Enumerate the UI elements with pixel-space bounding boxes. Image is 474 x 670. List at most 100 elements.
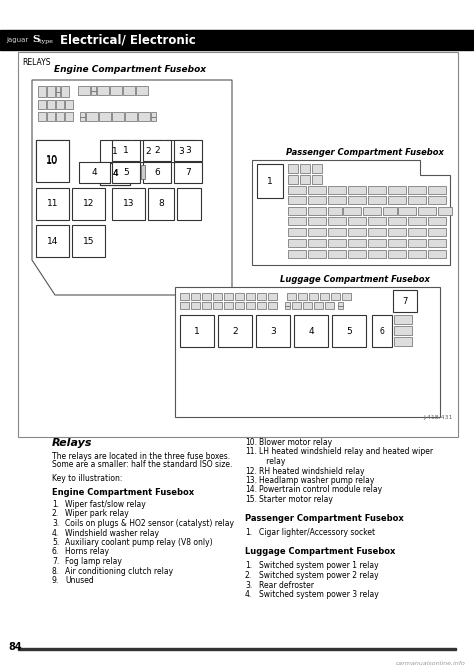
Bar (213, 293, 222, 300)
Bar (257, 302, 266, 309)
Text: Passenger Compartment Fusebox: Passenger Compartment Fusebox (245, 514, 404, 523)
Text: 7: 7 (402, 297, 408, 306)
Bar (99, 112, 111, 121)
Bar (56, 100, 64, 109)
Text: Blower motor relay: Blower motor relay (259, 438, 332, 447)
Bar (191, 293, 200, 300)
Bar (246, 293, 255, 300)
Bar (202, 302, 211, 309)
Text: 11: 11 (47, 200, 58, 208)
Bar (393, 290, 417, 312)
Bar (308, 239, 326, 247)
Bar (288, 239, 306, 247)
Bar (288, 207, 306, 215)
Text: 4: 4 (308, 326, 314, 336)
Bar (100, 163, 130, 185)
Bar (91, 91, 96, 95)
Text: 8: 8 (158, 200, 164, 208)
Bar (224, 293, 233, 300)
Bar (388, 250, 406, 258)
Bar (312, 175, 322, 184)
Bar (138, 112, 150, 121)
Bar (133, 140, 163, 162)
Bar (428, 196, 446, 204)
Bar (218, 315, 252, 347)
Bar (224, 302, 233, 309)
Text: 3.: 3. (52, 519, 59, 528)
Text: 1.: 1. (52, 500, 59, 509)
Text: 14: 14 (47, 237, 58, 245)
Text: 3: 3 (178, 147, 184, 155)
Text: relay: relay (259, 457, 285, 466)
Bar (418, 207, 436, 215)
Bar (428, 239, 446, 247)
Bar (36, 140, 69, 180)
Text: 10: 10 (46, 156, 59, 166)
Bar (308, 217, 326, 225)
Text: 4: 4 (112, 170, 118, 178)
Text: Engine Compartment Fusebox: Engine Compartment Fusebox (52, 488, 194, 497)
Bar (80, 117, 85, 121)
Bar (97, 86, 109, 95)
Text: 6: 6 (154, 168, 160, 177)
Bar (408, 186, 426, 194)
Bar (288, 228, 306, 236)
Text: 1.: 1. (245, 528, 252, 537)
Bar (174, 162, 202, 183)
Bar (328, 196, 346, 204)
Bar (308, 250, 326, 258)
Bar (143, 162, 171, 183)
Text: 1: 1 (123, 146, 129, 155)
Text: 5.: 5. (52, 538, 59, 547)
Text: The relays are located in the three fuse boxes.: The relays are located in the three fuse… (52, 452, 230, 461)
Bar (428, 217, 446, 225)
Text: 5: 5 (123, 168, 129, 177)
Bar (202, 293, 211, 300)
Text: 14.: 14. (245, 486, 257, 494)
Text: 84: 84 (8, 642, 22, 652)
Bar (246, 302, 255, 309)
Text: 11.: 11. (245, 448, 257, 456)
Bar (38, 86, 46, 97)
Bar (342, 293, 351, 300)
Text: 8.: 8. (52, 567, 59, 576)
Bar (38, 100, 46, 109)
Bar (428, 250, 446, 258)
Bar (328, 217, 346, 225)
Text: Engine Compartment Fusebox: Engine Compartment Fusebox (54, 65, 206, 74)
Bar (143, 140, 171, 161)
Bar (166, 140, 196, 162)
Text: Switched system power 3 relay: Switched system power 3 relay (259, 590, 379, 599)
Text: 10.: 10. (245, 438, 257, 447)
Bar (56, 112, 64, 121)
Bar (91, 86, 96, 91)
Bar (18, 52, 458, 437)
Text: LH heated windshield relay and heated wiper: LH heated windshield relay and heated wi… (259, 448, 433, 456)
Bar (308, 207, 326, 215)
Polygon shape (32, 80, 232, 295)
Bar (65, 112, 73, 121)
Bar (61, 86, 69, 97)
Bar (256, 315, 290, 347)
Bar (174, 140, 202, 161)
Text: 4.: 4. (245, 590, 252, 599)
Bar (47, 100, 55, 109)
Text: Electrical/ Electronic: Electrical/ Electronic (60, 34, 196, 46)
Bar (325, 302, 334, 309)
Bar (78, 86, 90, 95)
Text: Key to illustration:: Key to illustration: (52, 474, 122, 483)
Bar (312, 164, 322, 173)
Text: -type: -type (38, 40, 54, 44)
Bar (320, 293, 329, 300)
Text: RH heated windshield relay: RH heated windshield relay (259, 466, 365, 476)
Polygon shape (252, 160, 450, 265)
Bar (388, 186, 406, 194)
Bar (428, 186, 446, 194)
Text: 9.: 9. (52, 576, 59, 585)
Bar (235, 302, 244, 309)
Bar (368, 196, 386, 204)
Text: jaguar: jaguar (6, 37, 28, 43)
Text: Windshield washer relay: Windshield washer relay (65, 529, 159, 537)
Bar (151, 112, 156, 117)
Bar (288, 250, 306, 258)
